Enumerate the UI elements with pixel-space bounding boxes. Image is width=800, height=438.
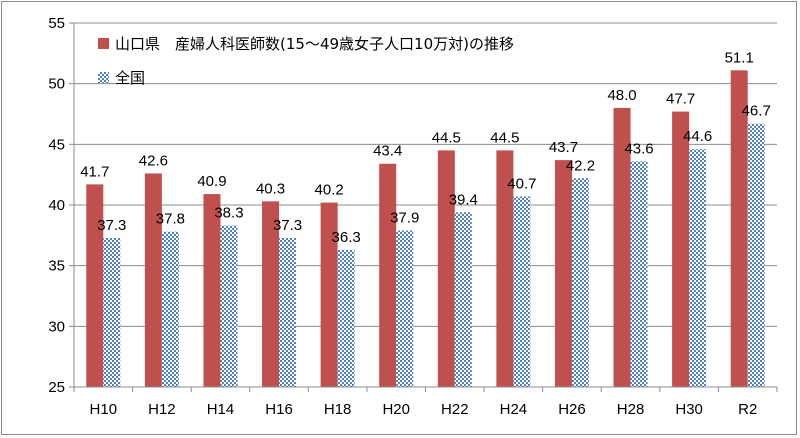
data-label-series-1: 51.1 [725, 49, 754, 66]
data-label-series-2: 46.7 [742, 103, 771, 120]
data-label-series-2: 37.9 [390, 209, 419, 226]
bar-series-1 [203, 194, 221, 387]
bar-series-1 [320, 202, 338, 387]
data-label-series-2: 42.2 [566, 157, 595, 174]
bar-series-2 [279, 237, 297, 387]
y-tick-label: 45 [48, 136, 65, 153]
x-tick-label: H20 [382, 401, 410, 418]
y-tick-label: 25 [48, 379, 65, 396]
bar-series-2 [161, 231, 179, 387]
data-label-series-1: 43.4 [373, 143, 402, 160]
bar-series-2 [571, 178, 589, 387]
bars-group [86, 70, 765, 387]
data-label-series-2: 38.3 [214, 205, 243, 222]
data-label-series-1: 44.5 [432, 129, 461, 146]
x-tick-label: H30 [675, 401, 703, 418]
y-tick-label: 35 [48, 258, 65, 275]
data-label-series-1: 40.3 [256, 180, 285, 197]
data-label-series-2: 40.7 [507, 176, 536, 193]
bar-series-1 [672, 111, 690, 387]
legend-swatch-series-2 [98, 72, 109, 83]
x-tick-label: H12 [148, 401, 176, 418]
bar-series-2 [513, 196, 531, 387]
x-tick-label: H18 [324, 401, 352, 418]
data-label-series-2: 37.3 [97, 217, 126, 234]
legend-swatch-series-1 [98, 38, 109, 49]
legend-label-series-1: 山口県 産婦人科医師数(15～49歳女子人口10万対)の推移 [115, 35, 514, 53]
bar-series-2 [220, 225, 238, 387]
data-label-series-1: 44.5 [490, 129, 519, 146]
data-label-series-2: 36.3 [332, 229, 361, 246]
x-tick-label: H16 [265, 401, 293, 418]
x-tick-label: H24 [500, 401, 528, 418]
bar-series-1 [379, 163, 397, 387]
bar-series-2 [689, 149, 707, 387]
data-label-series-1: 40.2 [315, 182, 344, 199]
y-tick-label: 40 [48, 197, 65, 214]
bar-series-1 [86, 184, 104, 387]
bar-series-1 [730, 70, 748, 387]
x-tick-label: R2 [738, 401, 757, 418]
bar-series-2 [396, 230, 414, 387]
x-tick-label: H10 [90, 401, 118, 418]
data-label-series-2: 43.6 [624, 140, 653, 157]
axes: 25 30 35 40 45 50 55 H10 H12 H14 H16 H18 H20 H22 H24 H2… [48, 15, 778, 418]
bar-series-2 [103, 237, 121, 387]
bar-series-2 [337, 249, 355, 387]
bar-series-1 [496, 150, 514, 387]
legend-label-series-2: 全国 [115, 69, 145, 87]
x-tick-label: H14 [207, 401, 235, 418]
x-tick-label: H22 [441, 401, 469, 418]
bar-series-1 [554, 160, 572, 387]
data-label-series-2: 37.3 [273, 217, 302, 234]
x-tick-label: H28 [617, 401, 645, 418]
bar-series-2 [630, 161, 648, 387]
data-label-series-2: 44.6 [683, 128, 712, 145]
bar-series-2 [454, 212, 472, 387]
bar-series-2 [747, 123, 765, 387]
gridlines [74, 22, 777, 327]
bar-series-1 [144, 173, 162, 387]
data-label-series-1: 47.7 [666, 91, 695, 108]
x-tick-label: H26 [558, 401, 586, 418]
data-label-series-1: 40.9 [197, 173, 226, 190]
data-label-series-2: 37.8 [156, 211, 185, 228]
data-label-series-1: 41.7 [80, 163, 109, 180]
data-label-series-1: 48.0 [607, 87, 636, 104]
legend: 山口県 産婦人科医師数(15～49歳女子人口10万対)の推移 全国 [98, 35, 514, 87]
data-labels: 41.7 37.3 42.6 37.8 40.9 38.3 40.3 37.3 40.2 36.3… [80, 49, 771, 246]
bar-series-1 [262, 201, 280, 387]
data-label-series-2: 39.4 [449, 191, 478, 208]
bar-series-1 [437, 150, 455, 387]
y-tick-label: 30 [48, 318, 65, 335]
y-tick-label: 55 [48, 15, 65, 32]
data-label-series-1: 43.7 [549, 139, 578, 156]
data-label-series-1: 42.6 [139, 152, 168, 169]
bar-series-1 [613, 107, 631, 387]
y-tick-label: 50 [48, 76, 65, 93]
